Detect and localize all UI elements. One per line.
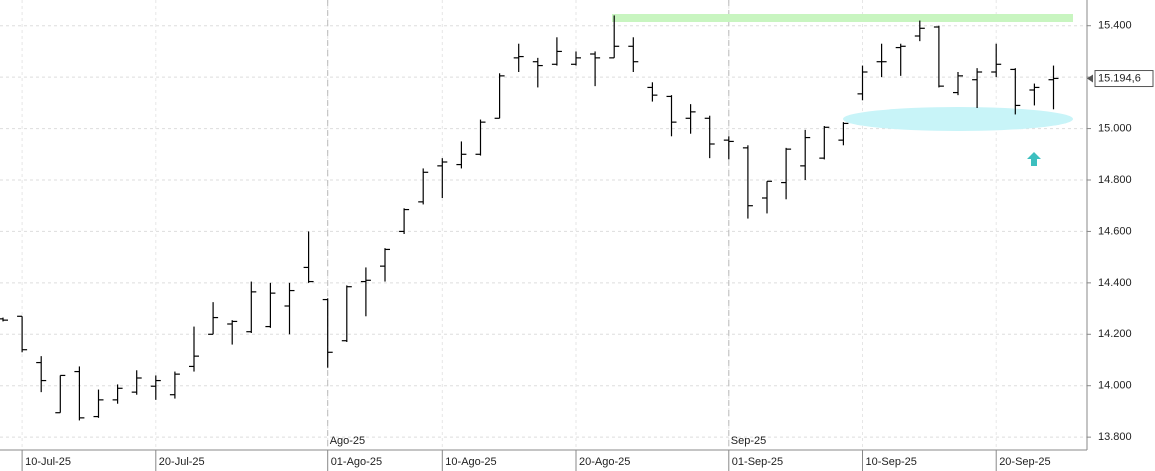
resistance-band	[612, 14, 1073, 22]
x-tick-label: 01-Ago-25	[331, 456, 382, 468]
x-tick-label: 10-Jul-25	[25, 456, 71, 468]
period-label: Sep-25	[731, 435, 766, 447]
axis-labels: 13.800 14.000 14.200 14.400 14.600 14.800 15.0…	[21, 20, 1154, 471]
y-tick-label: 15.000	[1098, 122, 1132, 134]
last-price-box	[1094, 70, 1154, 88]
y-tick-label: 15.400	[1098, 20, 1132, 32]
up-arrow	[1027, 152, 1041, 166]
y-tick-label: 14.000	[1098, 380, 1132, 392]
y-tick-label: 14.400	[1098, 277, 1132, 289]
x-tick-label: 01-Sep-25	[732, 456, 783, 468]
x-tick-label: 20-Ago-25	[579, 456, 630, 468]
last-price-label: 15.194,6	[1098, 72, 1141, 84]
y-tick-label: 14.600	[1098, 225, 1132, 237]
y-tick-label: 14.800	[1098, 174, 1132, 186]
bars	[0, 15, 1059, 421]
y-tick-label: 13.800	[1098, 431, 1132, 443]
support-zone	[843, 107, 1073, 131]
period-label: Ago-25	[330, 435, 365, 447]
x-tick-label: 20-Jul-25	[159, 456, 205, 468]
last-price-pointer	[1087, 74, 1093, 83]
x-tick-label: 20-Sep-25	[999, 456, 1050, 468]
x-tick-label: 10-Ago-25	[445, 456, 496, 468]
x-tick-label: 10-Sep-25	[866, 456, 917, 468]
y-tick-label: 14.200	[1098, 328, 1132, 340]
